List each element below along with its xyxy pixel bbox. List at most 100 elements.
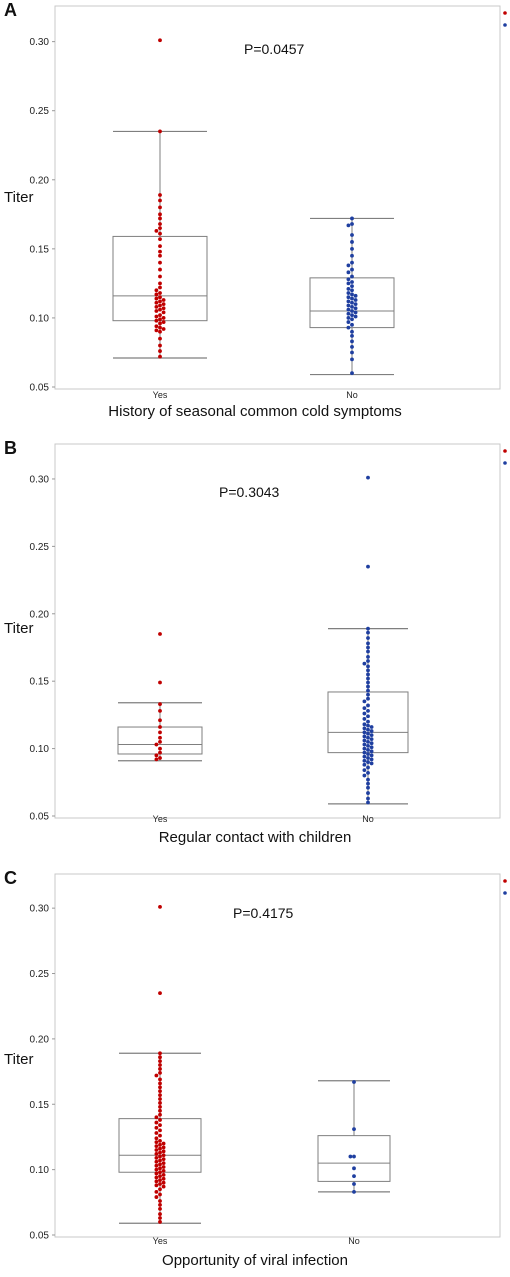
- data-point: [369, 757, 374, 762]
- p-value-annotation: P=0.3043: [219, 484, 280, 500]
- data-point: [366, 781, 370, 786]
- data-point: [161, 298, 166, 302]
- data-point: [366, 760, 370, 764]
- y-tick-label: 0.25: [30, 106, 50, 117]
- data-point: [158, 193, 162, 197]
- data-point: [346, 295, 351, 300]
- data-point: [366, 727, 370, 732]
- data-point: [161, 1169, 166, 1173]
- x-category-label: Yes: [153, 390, 168, 400]
- data-point: [366, 630, 370, 635]
- panel-b: B Titer P=0.3043 Regular contact with ch…: [0, 438, 510, 858]
- data-point: [154, 1175, 159, 1180]
- x-axis-title: Regular contact with children: [158, 829, 352, 846]
- data-point: [158, 1055, 162, 1060]
- y-tick-label: 0.30: [30, 474, 50, 485]
- data-point: [154, 318, 159, 323]
- data-point: [366, 791, 370, 795]
- data-point: [158, 343, 162, 348]
- data-point: [158, 702, 162, 707]
- data-point: [158, 321, 162, 326]
- data-point: [346, 223, 351, 228]
- data-point: [154, 1136, 159, 1141]
- data-point: [350, 304, 354, 309]
- data-point: [158, 735, 162, 740]
- data-point: [158, 313, 162, 318]
- data-point: [366, 692, 370, 697]
- y-tick-label: 0.25: [30, 542, 50, 553]
- x-category-label: No: [346, 390, 358, 400]
- data-point: [161, 302, 166, 307]
- data-point: [158, 1104, 162, 1109]
- data-point: [161, 1157, 166, 1162]
- data-point: [154, 304, 159, 309]
- y-tick-label: 0.10: [30, 313, 50, 324]
- data-point: [366, 796, 370, 801]
- y-tick-label: 0.15: [30, 677, 50, 688]
- data-point: [350, 222, 354, 226]
- data-point: [158, 325, 162, 330]
- data-point: [350, 345, 354, 349]
- data-point: [158, 307, 162, 312]
- data-point: [350, 284, 354, 289]
- data-point: [158, 1206, 162, 1211]
- data-point: [366, 756, 370, 760]
- data-point: [362, 758, 367, 763]
- data-point: [350, 233, 354, 237]
- data-point: [154, 1155, 159, 1160]
- data-point: [158, 349, 162, 353]
- legend-marker: [503, 879, 507, 883]
- y-axis-title: Titer: [4, 189, 34, 206]
- data-point: [158, 708, 162, 713]
- data-point: [154, 757, 159, 762]
- data-point: [154, 1115, 159, 1120]
- y-tick-label: 0.10: [30, 1165, 50, 1176]
- data-point: [362, 726, 367, 731]
- data-point: [346, 287, 351, 291]
- data-point: [158, 198, 162, 203]
- data-point: [366, 636, 370, 640]
- legend-marker: [503, 891, 507, 895]
- data-point: [158, 1059, 162, 1064]
- data-point: [158, 253, 162, 258]
- data-point: [158, 1085, 162, 1090]
- data-point: [346, 270, 351, 275]
- data-point: [154, 1144, 159, 1148]
- data-point: [158, 222, 162, 226]
- data-point: [158, 205, 162, 210]
- data-point: [369, 745, 374, 750]
- panel-c: C Titer P=0.4175 Opportunity of viral in…: [0, 868, 510, 1277]
- data-point: [161, 320, 166, 324]
- panel-label: B: [4, 438, 17, 458]
- data-point: [158, 725, 162, 729]
- data-point: [154, 309, 159, 313]
- data-point: [366, 765, 370, 770]
- data-point: [154, 1179, 159, 1184]
- data-point: [350, 296, 354, 301]
- data-point: [158, 244, 162, 248]
- data-point: [350, 267, 354, 272]
- data-point: [154, 1148, 159, 1152]
- y-tick-label: 0.20: [30, 1034, 50, 1045]
- data-point: [366, 752, 370, 756]
- data-point: [353, 302, 358, 307]
- data-point: [366, 696, 370, 701]
- data-point: [362, 706, 367, 711]
- data-point: [350, 300, 354, 305]
- data-point: [352, 1189, 356, 1194]
- x-category-label: Yes: [153, 1236, 168, 1246]
- data-point: [366, 785, 370, 790]
- y-tick-label: 0.05: [30, 383, 50, 394]
- data-point: [350, 309, 354, 313]
- data-point: [366, 676, 370, 681]
- data-point: [362, 722, 367, 727]
- data-point: [154, 1152, 159, 1156]
- data-point: [161, 1145, 166, 1150]
- data-point: [158, 1158, 162, 1163]
- data-point: [362, 661, 367, 666]
- y-tick-label: 0.05: [30, 812, 50, 823]
- data-point: [366, 739, 370, 744]
- data-point: [158, 285, 162, 290]
- data-point: [346, 325, 351, 330]
- data-point: [348, 1154, 353, 1159]
